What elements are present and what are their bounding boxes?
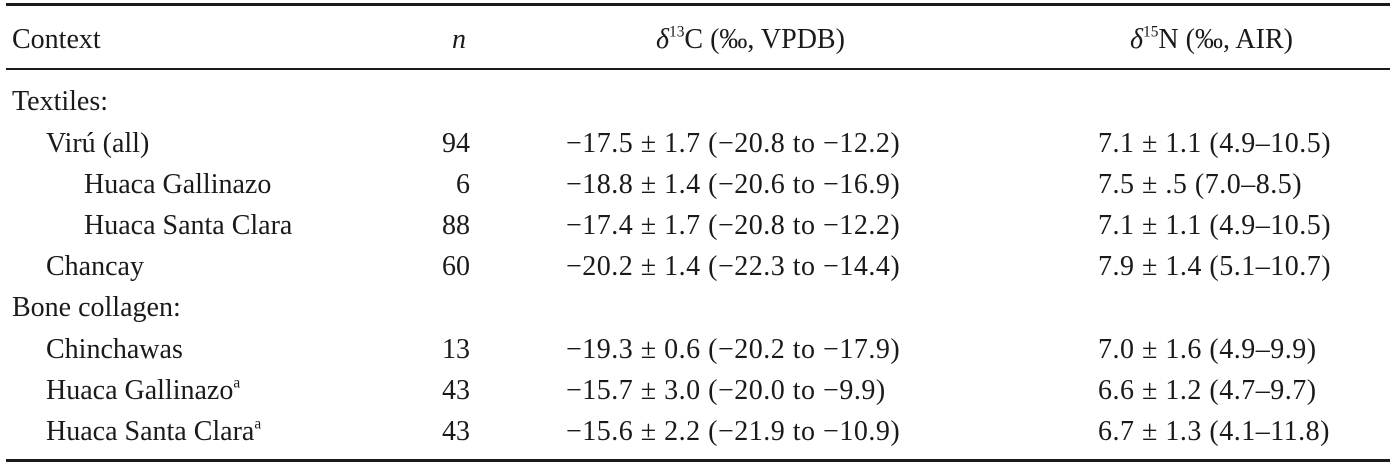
row-context-label: Huaca Santa Clara	[46, 416, 255, 447]
row-n: 43	[442, 416, 470, 447]
header-d15n-delta: δ	[1130, 24, 1144, 55]
header-d15n: δ15N (‰, AIR)	[1130, 20, 1293, 60]
row-d13c: −18.8 ± 1.4 (−20.6 to −16.9)	[566, 169, 901, 200]
row-d15n: 6.7 ± 1.3 (4.1–11.8)	[1098, 416, 1330, 447]
row-d15n: 7.1 ± 1.1 (4.9–10.5)	[1098, 210, 1332, 241]
table-row: Huaca Gallinazoa 43 −15.7 ± 3.0 (−20.0 t…	[6, 371, 1390, 411]
row-n: 43	[442, 375, 470, 406]
row-context: Huaca Santa Clara	[84, 210, 293, 241]
table-row: Textiles:	[6, 82, 1390, 122]
table-top-rule	[6, 3, 1390, 6]
table-header-rule	[6, 68, 1390, 70]
row-d15n: 7.9 ± 1.4 (5.1–10.7)	[1098, 251, 1332, 282]
header-d13c: δ13C (‰, VPDB)	[656, 20, 845, 60]
table-row: Huaca Santa Claraa 43 −15.6 ± 2.2 (−21.9…	[6, 412, 1390, 452]
row-d15n: 7.1 ± 1.1 (4.9–10.5)	[1098, 128, 1332, 159]
row-context: Huaca Gallinazo	[84, 169, 272, 200]
row-context: Chinchawas	[46, 334, 183, 365]
row-n: 13	[442, 334, 470, 365]
footnote-marker: a	[233, 374, 241, 392]
row-context: Textiles:	[12, 86, 109, 117]
row-context: Huaca Santa Claraa	[46, 412, 261, 452]
row-d13c: −19.3 ± 0.6 (−20.2 to −17.9)	[566, 334, 901, 365]
table-header-row: Context n δ13C (‰, VPDB) δ15N (‰, AIR)	[6, 20, 1390, 60]
table-row: Chinchawas 13 −19.3 ± 0.6 (−20.2 to −17.…	[6, 330, 1390, 370]
row-context: Chancay	[46, 251, 144, 282]
header-d15n-rest: N (‰, AIR)	[1158, 24, 1293, 55]
header-context: Context	[12, 24, 101, 55]
row-d15n: 6.6 ± 1.2 (4.7–9.7)	[1098, 375, 1317, 406]
row-context: Bone collagen:	[12, 292, 181, 323]
row-d15n: 7.5 ± .5 (7.0–8.5)	[1098, 169, 1303, 200]
header-d13c-rest: C (‰, VPDB)	[684, 24, 845, 55]
table-row: Huaca Gallinazo 6 −18.8 ± 1.4 (−20.6 to …	[6, 165, 1390, 205]
row-d13c: −17.4 ± 1.7 (−20.8 to −12.2)	[566, 210, 901, 241]
table-row: Virú (all) 94 −17.5 ± 1.7 (−20.8 to −12.…	[6, 124, 1390, 164]
header-n: n	[452, 24, 466, 55]
table-row: Chancay 60 −20.2 ± 1.4 (−22.3 to −14.4) …	[6, 247, 1390, 287]
footnote-marker: a	[254, 415, 262, 433]
table-bottom-rule	[6, 459, 1390, 462]
row-n: 60	[442, 251, 470, 282]
row-n: 6	[456, 169, 470, 200]
row-context-label: Huaca Gallinazo	[46, 375, 234, 406]
row-context: Huaca Gallinazoa	[46, 371, 240, 411]
row-d13c: −20.2 ± 1.4 (−22.3 to −14.4)	[566, 251, 901, 282]
row-n: 94	[442, 128, 470, 159]
header-d13c-delta: δ	[656, 24, 670, 55]
table-row: Bone collagen:	[6, 288, 1390, 328]
header-d13c-sup: 13	[669, 23, 685, 41]
row-d13c: −15.7 ± 3.0 (−20.0 to −9.9)	[566, 375, 886, 406]
row-n: 88	[442, 210, 470, 241]
row-context: Virú (all)	[46, 128, 150, 159]
table-row: Huaca Santa Clara 88 −17.4 ± 1.7 (−20.8 …	[6, 206, 1390, 246]
row-d13c: −17.5 ± 1.7 (−20.8 to −12.2)	[566, 128, 901, 159]
header-d15n-sup: 15	[1143, 23, 1159, 41]
row-d13c: −15.6 ± 2.2 (−21.9 to −10.9)	[566, 416, 901, 447]
row-d15n: 7.0 ± 1.6 (4.9–9.9)	[1098, 334, 1317, 365]
